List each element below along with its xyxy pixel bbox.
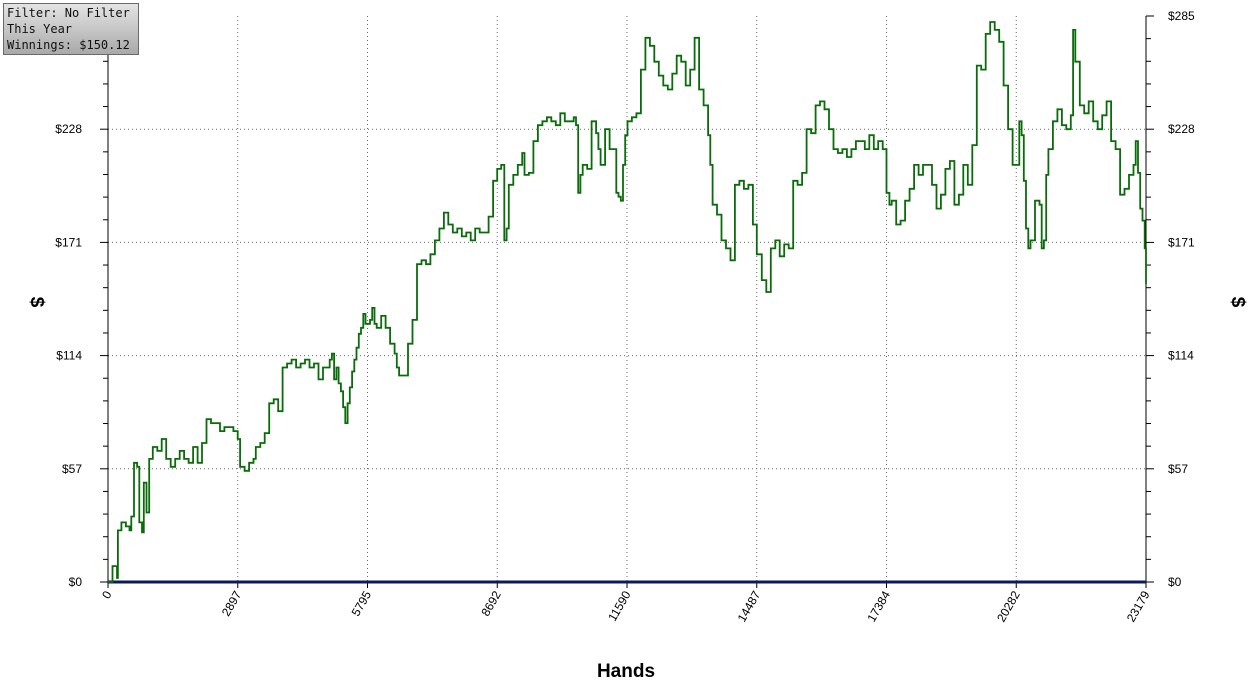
chart-grid	[108, 16, 1146, 582]
y-axis-left-labels: $0$57$114$171$228$285	[55, 9, 82, 589]
x-tick-label: 17384	[864, 588, 893, 624]
x-tick-label: 14487	[735, 588, 764, 624]
x-axis-title: Hands	[597, 661, 655, 682]
y-tick-label-right: $285	[1168, 9, 1195, 23]
x-axis-labels: 0 2897 5795 8692 11590 14487 17384 20282 23179	[99, 588, 1153, 624]
x-tick-label: 20282	[994, 588, 1023, 624]
y-tick-label-right: $57	[1168, 462, 1188, 476]
x-tick-label: 5795	[349, 588, 375, 618]
x-tick-label: 8692	[478, 588, 504, 618]
y-tick-label-right: $0	[1168, 575, 1182, 589]
y-tick-label-left: $228	[55, 122, 82, 136]
axis-ticks	[100, 15, 1154, 588]
y-axis-right-labels: $0 $57 $114 $171 $228 $285	[1168, 9, 1195, 589]
y-axis-title-left: $	[26, 297, 47, 308]
y-tick-label-left: $57	[62, 462, 82, 476]
y-tick-label-left: $0	[69, 575, 83, 589]
chart-series	[108, 21, 1147, 584]
info-box: Filter: No Filter This Year Winnings: $1…	[3, 3, 139, 55]
y-axis-title-right: $	[1227, 297, 1248, 308]
y-tick-label-right: $228	[1168, 122, 1195, 136]
x-tick-label: 11590	[605, 588, 634, 623]
x-tick-label: 0	[99, 588, 115, 601]
y-tick-label-left: $171	[55, 235, 82, 249]
y-tick-label-right: $114	[1168, 349, 1194, 363]
winnings-label: Winnings: $150.12	[7, 38, 130, 52]
x-tick-label: 23179	[1124, 588, 1153, 624]
winnings-line	[108, 21, 1147, 583]
y-tick-label-left: $114	[56, 349, 82, 363]
filter-label: Filter: No Filter	[7, 6, 130, 20]
y-tick-label-right: $171	[1168, 235, 1195, 249]
period-label: This Year	[7, 22, 73, 36]
plot-frame	[107, 16, 1147, 582]
x-tick-label: 2897	[219, 588, 245, 618]
